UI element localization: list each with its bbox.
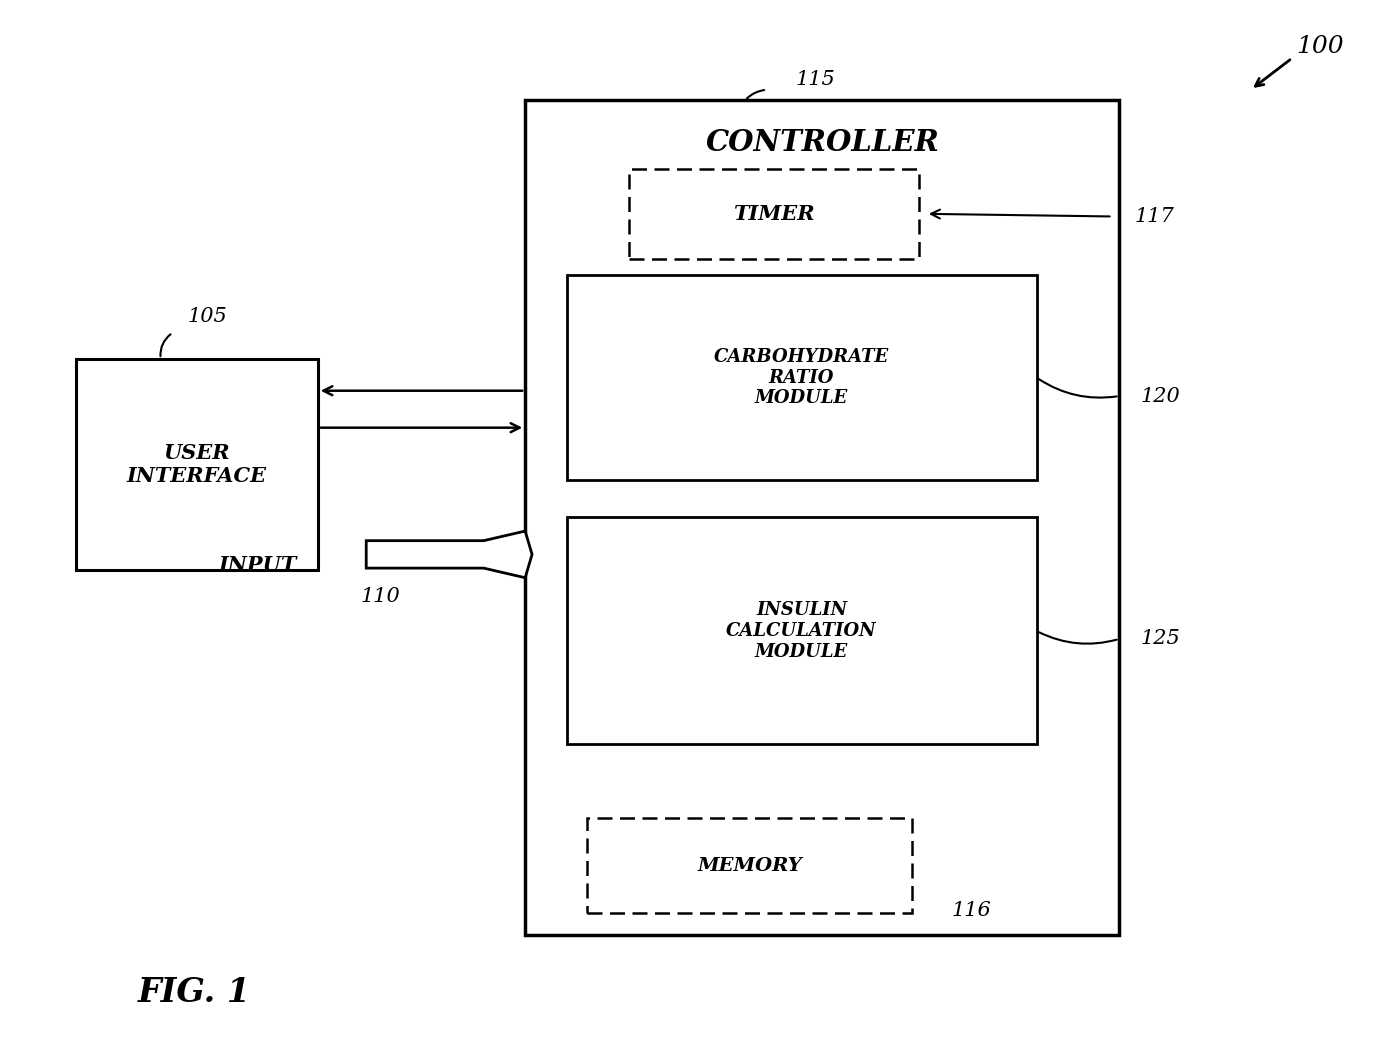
Text: 110: 110	[361, 587, 399, 606]
Text: 116: 116	[952, 901, 991, 920]
Text: 115: 115	[796, 70, 835, 89]
Text: USER
INTERFACE: USER INTERFACE	[127, 444, 267, 486]
Text: INPUT: INPUT	[218, 555, 297, 574]
Text: CARBOHYDRATE
RATIO
MODULE: CARBOHYDRATE RATIO MODULE	[714, 347, 889, 408]
Text: FIG. 1: FIG. 1	[138, 976, 252, 1010]
Bar	[525, 100, 1119, 935]
Text: TIMER: TIMER	[732, 204, 815, 224]
Bar	[567, 517, 1036, 744]
Text: CONTROLLER: CONTROLLER	[705, 128, 940, 157]
Text: 120: 120	[1142, 386, 1180, 406]
Text: 100: 100	[1296, 35, 1343, 58]
Bar	[76, 359, 318, 570]
Text: 125: 125	[1142, 629, 1180, 648]
Bar	[567, 275, 1036, 480]
Polygon shape	[366, 531, 532, 578]
Text: MEMORY: MEMORY	[698, 856, 802, 875]
Text: INSULIN
CALCULATION
MODULE: INSULIN CALCULATION MODULE	[727, 601, 876, 661]
Text: 105: 105	[188, 307, 227, 326]
Text: 117: 117	[1135, 207, 1173, 226]
Bar	[629, 169, 919, 259]
Bar	[587, 818, 912, 913]
